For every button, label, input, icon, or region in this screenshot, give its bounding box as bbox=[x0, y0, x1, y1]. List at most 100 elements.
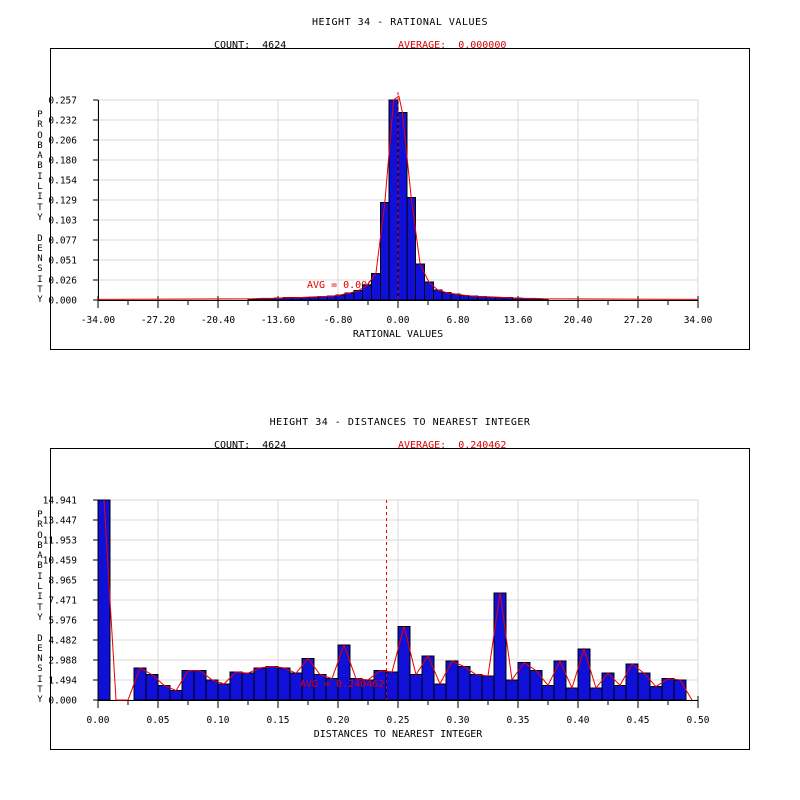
x-tick-label: 0.00 bbox=[387, 315, 410, 326]
y-caption-char: B bbox=[37, 561, 43, 572]
y-caption-char: E bbox=[37, 643, 43, 654]
x-tick-label: -6.80 bbox=[324, 315, 353, 326]
y-caption-char: T bbox=[37, 685, 43, 696]
avg-annotation: AVG = 0.000000 bbox=[307, 280, 391, 291]
chart-title: HEIGHT 34 - RATIONAL VALUES bbox=[311, 17, 489, 28]
fit-curve-line bbox=[103, 499, 693, 701]
fit-curve bbox=[97, 92, 699, 300]
x-tick-label: 13.60 bbox=[504, 315, 533, 326]
histogram-bar bbox=[505, 679, 519, 701]
y-caption-char: D bbox=[37, 633, 43, 644]
y-caption-char: I bbox=[37, 274, 43, 285]
y-tick-label: 0.232 bbox=[48, 116, 77, 127]
histogram-bar bbox=[397, 625, 411, 701]
histogram-bar bbox=[625, 663, 639, 701]
fit-curve-line bbox=[97, 95, 699, 300]
y-caption-char: R bbox=[37, 120, 43, 131]
y-caption-char: E bbox=[37, 243, 43, 254]
y-caption-char: S bbox=[37, 664, 43, 675]
x-tick-label: 0.10 bbox=[207, 715, 230, 726]
histogram-bar bbox=[97, 499, 111, 701]
outer-frame bbox=[50, 448, 750, 750]
y-tick-label: 0.103 bbox=[48, 216, 77, 227]
x-tick-label: 0.30 bbox=[447, 715, 470, 726]
x-tick-label: 0.25 bbox=[387, 715, 410, 726]
y-caption-char: O bbox=[37, 530, 43, 541]
y-caption-char: Y bbox=[37, 695, 43, 706]
tick-labels: 14.941 0.00 13.447 0.05 11.953 0.10 10.459 0.15… bbox=[43, 496, 710, 727]
y-caption-char: S bbox=[37, 264, 43, 275]
count-label: COUNT: 4624 bbox=[214, 440, 287, 451]
histogram-bar bbox=[445, 660, 459, 701]
histogram-bar bbox=[433, 683, 447, 701]
tick-labels: 0.257 -34.00 0.232 -27.20 0.206 -20.40 0.180 -1… bbox=[48, 96, 712, 327]
y-caption-char: I bbox=[37, 192, 43, 203]
histogram-panel-rational-values: HEIGHT 34 - RATIONAL VALUES COUNT: 4624 … bbox=[34, 17, 750, 350]
y-tick-label: 14.941 bbox=[43, 496, 78, 507]
x-tick-label: 0.40 bbox=[567, 715, 590, 726]
histogram-panel-distances: HEIGHT 34 - DISTANCES TO NEAREST INTEGER… bbox=[0, 400, 800, 800]
avg-annotation: AVG = 0.240462 bbox=[300, 679, 384, 690]
y-caption-char: O bbox=[37, 130, 43, 141]
y-caption-char: I bbox=[37, 571, 43, 582]
x-axis-title: DISTANCES TO NEAREST INTEGER bbox=[313, 729, 483, 740]
y-caption-char: A bbox=[37, 551, 43, 562]
y-tick-label: 0.129 bbox=[48, 196, 77, 207]
x-tick-label: 6.80 bbox=[447, 315, 470, 326]
y-caption-char: T bbox=[37, 602, 43, 613]
y-caption-char: R bbox=[37, 520, 43, 531]
average-label: AVERAGE: 0.240462 bbox=[398, 440, 507, 451]
x-tick-label: -13.60 bbox=[261, 315, 296, 326]
histogram-bar bbox=[217, 683, 231, 701]
y-caption-char: B bbox=[37, 161, 43, 172]
histogram-bar bbox=[353, 290, 364, 301]
histogram-bar bbox=[589, 687, 603, 701]
y-caption-char: Y bbox=[37, 212, 43, 223]
histogram-bar bbox=[553, 660, 567, 701]
histogram-bar bbox=[379, 202, 390, 301]
y-tick-label: 0.026 bbox=[48, 276, 77, 287]
y-tick-label: 4.482 bbox=[48, 636, 77, 647]
histogram-bar bbox=[469, 674, 483, 701]
histogram-bar bbox=[265, 666, 279, 701]
y-caption-char: P bbox=[37, 110, 43, 120]
histogram-bar bbox=[673, 679, 687, 701]
axis-ticks bbox=[93, 99, 699, 308]
average-label: AVERAGE: 0.000000 bbox=[398, 40, 507, 51]
histogram-bar bbox=[277, 667, 291, 701]
x-axis-title: RATIONAL VALUES bbox=[352, 329, 444, 340]
y-caption-char: I bbox=[37, 674, 43, 685]
y-caption-char: D bbox=[37, 233, 43, 244]
count-label: COUNT: 4624 bbox=[214, 40, 287, 51]
y-tick-label: 0.257 bbox=[48, 96, 77, 107]
histogram-bar bbox=[613, 684, 627, 701]
y-caption-char bbox=[34, 623, 46, 633]
histogram-bar bbox=[193, 670, 207, 701]
histogram-bar bbox=[169, 690, 183, 701]
y-tick-label: 0.206 bbox=[48, 136, 77, 147]
histogram-bar bbox=[577, 648, 591, 701]
y-tick-label: 2.988 bbox=[48, 656, 77, 667]
y-caption-char: T bbox=[37, 285, 43, 296]
y-caption-char: L bbox=[37, 582, 43, 593]
y-tick-label: 0.000 bbox=[48, 296, 77, 307]
y-caption-char: N bbox=[37, 654, 43, 665]
histogram-bar bbox=[388, 99, 399, 301]
y-caption-char: I bbox=[37, 171, 43, 182]
histogram-plot: 14.941 0.00 13.447 0.05 11.953 0.10 10.459 0.15… bbox=[43, 448, 750, 750]
fit-curve bbox=[103, 499, 693, 701]
y-caption-char: Y bbox=[37, 612, 43, 623]
y-caption-char: A bbox=[37, 151, 43, 162]
histogram-bar bbox=[481, 675, 495, 701]
histogram-bar bbox=[406, 196, 417, 301]
y-tick-label: 0.154 bbox=[48, 176, 77, 187]
x-tick-label: 0.45 bbox=[627, 715, 650, 726]
x-tick-label: -20.40 bbox=[201, 315, 236, 326]
y-tick-label: 1.494 bbox=[48, 676, 77, 687]
y-caption-char: Y bbox=[37, 295, 43, 306]
y-tick-label: 10.459 bbox=[43, 556, 78, 567]
x-tick-label: 20.40 bbox=[564, 315, 593, 326]
